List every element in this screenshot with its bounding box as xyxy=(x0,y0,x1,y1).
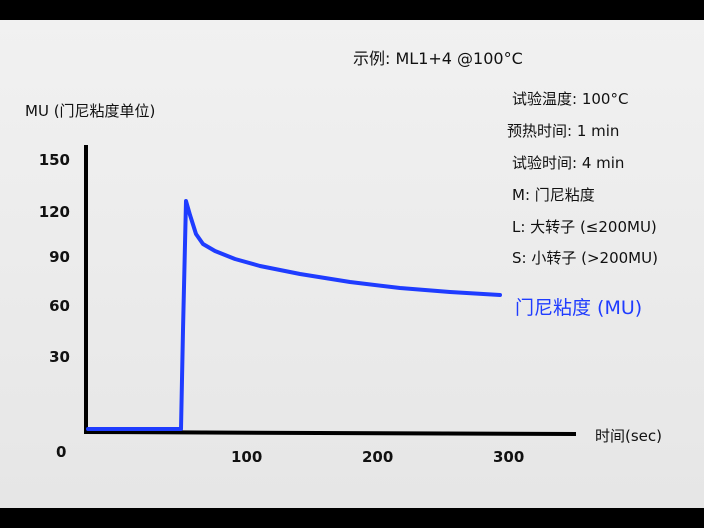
series-label: 门尼粘度 (MU) xyxy=(515,297,643,319)
info-test-temperature: 试验温度: 100°C xyxy=(512,90,629,108)
x-tick-300: 300 xyxy=(493,448,525,466)
slide-background xyxy=(0,20,704,508)
info-preheat-time: 预热时间: 1 min xyxy=(507,122,620,140)
info-m-definition: M: 门尼粘度 xyxy=(512,186,595,204)
y-axis-label: MU (门尼粘度单位) xyxy=(25,102,156,120)
y-tick-120: 120 xyxy=(38,203,70,221)
info-test-time: 试验时间: 4 min xyxy=(512,154,625,172)
y-tick-60: 60 xyxy=(49,297,70,315)
x-axis-label: 时间(sec) xyxy=(595,427,662,445)
example-title: 示例: ML1+4 @100°C xyxy=(353,49,523,68)
y-tick-0: 0 xyxy=(56,443,67,461)
x-tick-200: 200 xyxy=(362,448,394,466)
x-axis xyxy=(83,430,577,436)
y-tick-90: 90 xyxy=(49,248,70,266)
x-tick-100: 100 xyxy=(231,448,263,466)
y-tick-150: 150 xyxy=(38,151,70,169)
mooney-viscosity-curve xyxy=(86,199,502,431)
info-s-rotor: S: 小转子 (>200MU) xyxy=(512,249,658,267)
y-tick-30: 30 xyxy=(49,348,70,366)
info-l-rotor: L: 大转子 (≤200MU) xyxy=(512,218,657,236)
